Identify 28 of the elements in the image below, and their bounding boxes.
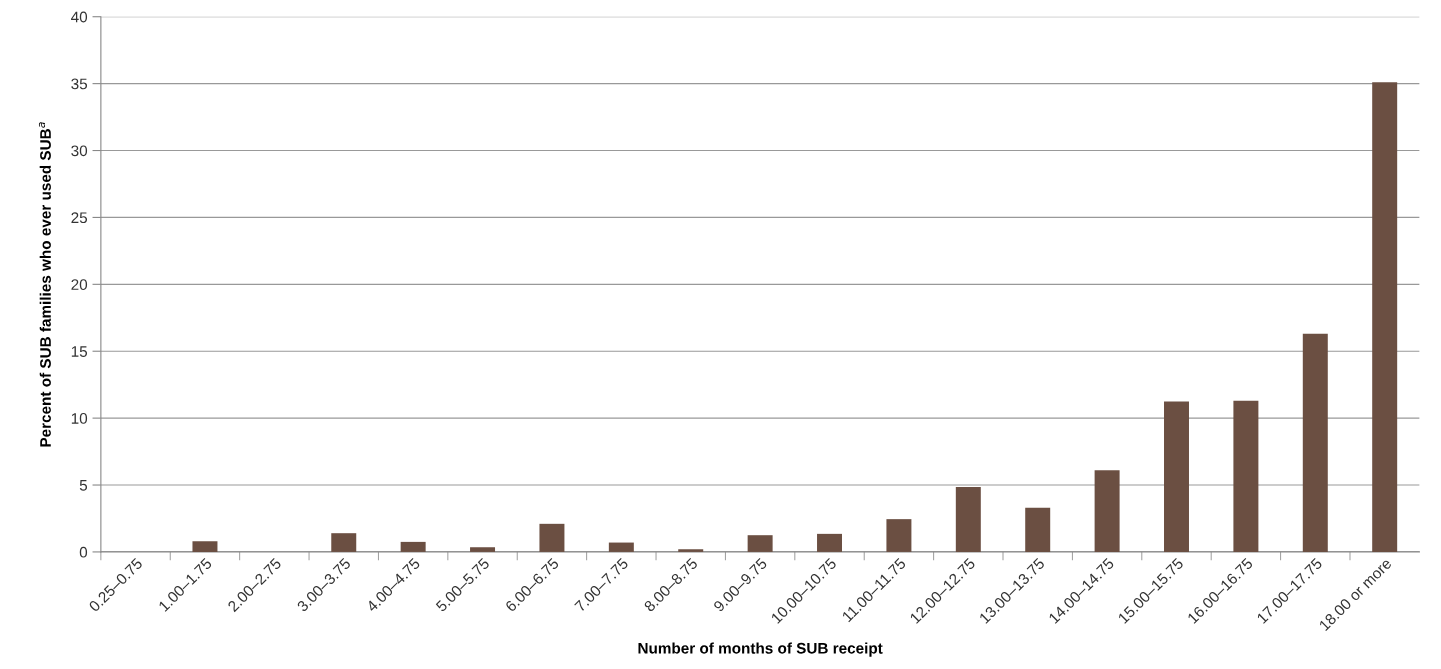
bar (955, 487, 981, 552)
bar (886, 519, 912, 552)
bar (817, 533, 843, 552)
bar (192, 541, 218, 552)
bar (678, 549, 704, 552)
bar (608, 542, 634, 552)
bar (400, 541, 426, 552)
y-tick-label: 30 (71, 145, 88, 157)
bar (539, 523, 565, 552)
y-axis-title: Percent of SUB families who ever used SUB$^{a}$ (38, 122, 51, 447)
y-tick-label: 10 (71, 412, 88, 424)
bar (470, 547, 496, 552)
bar (747, 535, 773, 552)
bar (1164, 401, 1189, 552)
x-axis-title: Number of months of SUB receipt (638, 642, 883, 657)
y-tick-label: 0 (79, 546, 88, 558)
bar (331, 533, 357, 552)
y-tick-label: 5 (79, 480, 88, 491)
bar (1302, 333, 1328, 552)
bar (1094, 470, 1120, 552)
y-tick-label: 20 (71, 279, 88, 291)
bar (1372, 82, 1398, 552)
y-tick-label: 40 (71, 11, 88, 23)
y-tick-label: 25 (71, 212, 88, 224)
y-tick-label: 35 (71, 78, 88, 90)
bar (1025, 507, 1051, 552)
y-tick-label: 15 (71, 346, 88, 357)
bar (1233, 400, 1259, 552)
